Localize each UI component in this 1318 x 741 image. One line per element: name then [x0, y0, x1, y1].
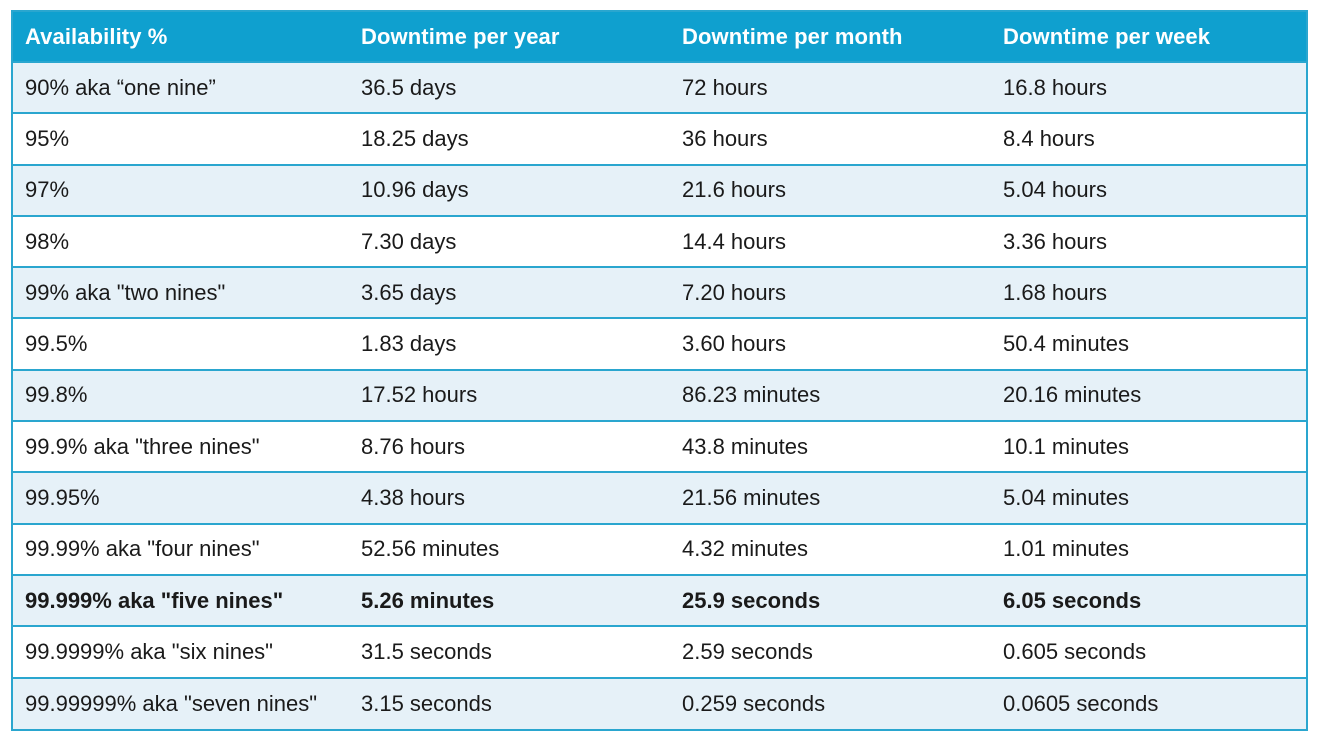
downtime-year-cell: 5.26 minutes: [361, 587, 495, 613]
downtime-month-cell: 14.4 hours: [682, 228, 786, 254]
availability-cell: 99.95%: [25, 485, 100, 511]
table-row: 99.9999% aka "six nines" 31.5 seconds 2.…: [13, 626, 1306, 678]
downtime-month-cell: 0.259 seconds: [682, 690, 826, 716]
downtime-month-cell: 7.20 hours: [682, 279, 786, 305]
downtime-week-cell: 16.8 hours: [1003, 74, 1107, 100]
downtime-month-cell: 25.9 seconds: [682, 587, 821, 613]
downtime-month-cell: 36 hours: [682, 125, 768, 151]
downtime-week-cell: 20.16 minutes: [1003, 382, 1142, 408]
downtime-year-cell: 17.52 hours: [361, 382, 478, 408]
table-row-highlighted: 99.999% aka "five nines" 5.26 minutes 25…: [13, 574, 1306, 627]
availability-cell: 99.9% aka "three nines": [25, 433, 260, 459]
downtime-year-cell: 10.96 days: [361, 177, 469, 203]
availability-cell: 98%: [25, 228, 70, 254]
table-row: 99% aka "two nines" 3.65 days 7.20 hours…: [13, 267, 1306, 319]
downtime-year-cell: 31.5 seconds: [361, 638, 492, 664]
downtime-week-cell: 1.68 hours: [1003, 279, 1107, 305]
column-header-availability: Availability %: [25, 23, 168, 49]
table-row: 99.9% aka "three nines" 8.76 hours 43.8 …: [13, 421, 1306, 473]
availability-cell: 99.99999% aka "seven nines": [25, 690, 318, 716]
downtime-month-cell: 4.32 minutes: [682, 536, 808, 562]
downtime-week-cell: 10.1 minutes: [1003, 433, 1129, 459]
table-body: 90% aka “one nine” 36.5 days 72 hours 16…: [13, 62, 1306, 729]
downtime-month-cell: 72 hours: [682, 74, 768, 100]
availability-cell: 99.8%: [25, 382, 88, 408]
downtime-week-cell: 5.04 minutes: [1003, 485, 1129, 511]
availability-cell: 99% aka "two nines": [25, 279, 226, 305]
downtime-week-cell: 0.0605 seconds: [1003, 690, 1159, 716]
column-header-downtime-week: Downtime per week: [1003, 23, 1211, 49]
downtime-week-cell: 8.4 hours: [1003, 125, 1095, 151]
downtime-week-cell: 5.04 hours: [1003, 177, 1107, 203]
downtime-week-cell: 0.605 seconds: [1003, 638, 1147, 664]
table-row: 90% aka “one nine” 36.5 days 72 hours 16…: [13, 62, 1306, 114]
downtime-year-cell: 8.76 hours: [361, 433, 465, 459]
downtime-month-cell: 21.56 minutes: [682, 485, 821, 511]
header-row: Availability % Downtime per year Downtim…: [13, 12, 1306, 62]
downtime-year-cell: 3.15 seconds: [361, 690, 492, 716]
table-row: 99.99% aka "four nines" 52.56 minutes 4.…: [13, 523, 1306, 575]
column-header-downtime-year: Downtime per year: [361, 23, 560, 49]
availability-table: Availability % Downtime per year Downtim…: [11, 10, 1308, 731]
downtime-month-cell: 3.60 hours: [682, 331, 786, 357]
downtime-year-cell: 18.25 days: [361, 125, 469, 151]
downtime-year-cell: 7.30 days: [361, 228, 457, 254]
availability-cell: 99.999% aka "five nines": [25, 587, 284, 613]
downtime-year-cell: 52.56 minutes: [361, 536, 500, 562]
table-row: 99.8% 17.52 hours 86.23 minutes 20.16 mi…: [13, 369, 1306, 422]
downtime-week-cell: 6.05 seconds: [1003, 587, 1142, 613]
downtime-week-cell: 3.36 hours: [1003, 228, 1107, 254]
availability-cell: 97%: [25, 177, 70, 203]
availability-cell: 90% aka “one nine”: [25, 74, 216, 100]
downtime-month-cell: 43.8 minutes: [682, 433, 808, 459]
availability-cell: 95%: [25, 125, 70, 151]
downtime-month-cell: 86.23 minutes: [682, 382, 821, 408]
table-row: 97% 10.96 days 21.6 hours 5.04 hours: [13, 164, 1306, 216]
downtime-month-cell: 21.6 hours: [682, 177, 786, 203]
availability-downtime-table: Availability % Downtime per year Downtim…: [13, 12, 1306, 729]
column-header-downtime-month: Downtime per month: [682, 23, 903, 49]
availability-cell: 99.5%: [25, 331, 88, 357]
table-row: 99.5% 1.83 days 3.60 hours 50.4 minutes: [13, 318, 1306, 370]
table-row: 99.95% 4.38 hours 21.56 minutes 5.04 min…: [13, 472, 1306, 524]
table-row: 95% 18.25 days 36 hours 8.4 hours: [13, 113, 1306, 165]
availability-cell: 99.9999% aka "six nines": [25, 638, 273, 664]
downtime-month-cell: 2.59 seconds: [682, 638, 813, 664]
downtime-week-cell: 50.4 minutes: [1003, 331, 1129, 357]
availability-cell: 99.99% aka "four nines": [25, 536, 260, 562]
downtime-year-cell: 4.38 hours: [361, 485, 465, 511]
table-row: 99.99999% aka "seven nines" 3.15 seconds…: [13, 677, 1306, 729]
downtime-year-cell: 1.83 days: [361, 331, 457, 357]
downtime-week-cell: 1.01 minutes: [1003, 536, 1129, 562]
downtime-year-cell: 3.65 days: [361, 279, 457, 305]
table-header: Availability % Downtime per year Downtim…: [13, 12, 1306, 62]
downtime-year-cell: 36.5 days: [361, 74, 457, 100]
table-row: 98% 7.30 days 14.4 hours 3.36 hours: [13, 215, 1306, 268]
